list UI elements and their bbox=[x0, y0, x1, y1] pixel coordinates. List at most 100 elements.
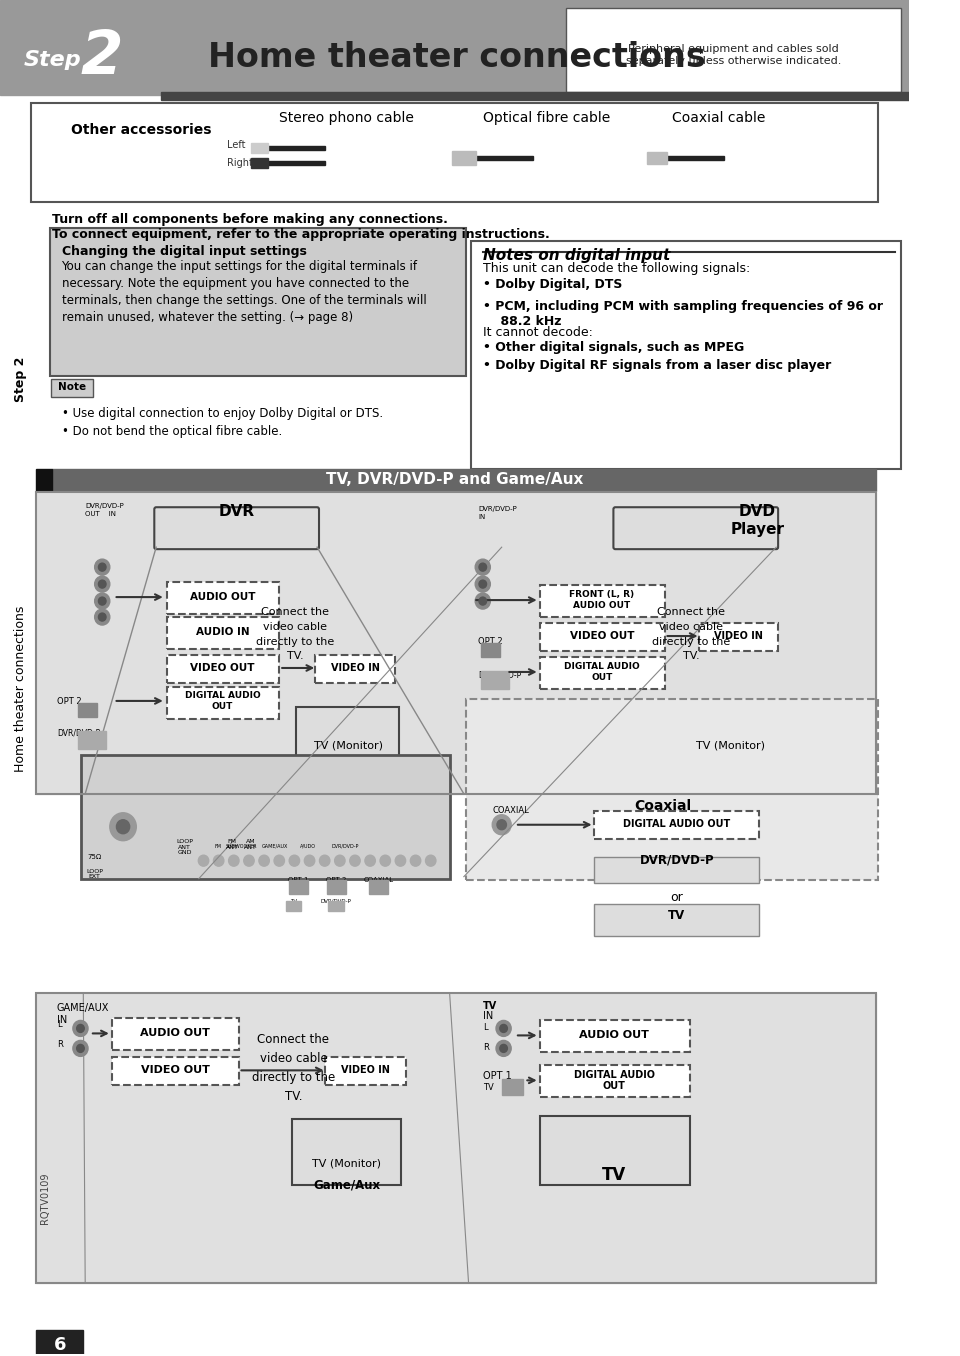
Text: VIDEO IN: VIDEO IN bbox=[330, 663, 379, 673]
Text: or: or bbox=[670, 891, 684, 903]
Circle shape bbox=[99, 597, 106, 605]
Bar bbox=[370, 880, 388, 894]
Text: IN: IN bbox=[478, 514, 486, 521]
Circle shape bbox=[99, 580, 106, 589]
Text: VIDEO OUT: VIDEO OUT bbox=[190, 663, 254, 673]
Text: This unit can decode the following signals:: This unit can decode the following signa… bbox=[483, 262, 750, 275]
Bar bbox=[326, 880, 346, 894]
Text: TV (Monitor): TV (Monitor) bbox=[696, 740, 765, 751]
Bar bbox=[0, 0, 909, 95]
Text: TV: TV bbox=[483, 1083, 493, 1093]
Text: LOOP
ANT
GND: LOOP ANT GND bbox=[176, 839, 193, 856]
Text: DVR/DVD-P: DVR/DVD-P bbox=[639, 854, 714, 866]
Text: IN: IN bbox=[483, 1012, 493, 1021]
Text: OPT 1: OPT 1 bbox=[288, 877, 308, 883]
Circle shape bbox=[95, 576, 109, 593]
FancyBboxPatch shape bbox=[324, 1058, 406, 1085]
Circle shape bbox=[228, 856, 239, 866]
Text: AM
ANT: AM ANT bbox=[245, 839, 257, 849]
Circle shape bbox=[274, 856, 284, 866]
Text: LOOP
EXT: LOOP EXT bbox=[86, 869, 103, 880]
Circle shape bbox=[77, 1044, 84, 1052]
Text: GAME/AUX
IN: GAME/AUX IN bbox=[57, 1003, 109, 1025]
Text: AUDIO OUT: AUDIO OUT bbox=[190, 593, 255, 602]
Text: DVR/DVD-P: DVR/DVD-P bbox=[478, 506, 516, 513]
FancyBboxPatch shape bbox=[540, 658, 664, 689]
Text: 2: 2 bbox=[81, 28, 123, 87]
Text: Stereo phono cable: Stereo phono cable bbox=[279, 111, 414, 125]
Bar bbox=[36, 994, 876, 1283]
Circle shape bbox=[95, 559, 109, 575]
Text: GAME/AUX: GAME/AUX bbox=[261, 843, 288, 849]
Text: DVR/DVD-P: DVR/DVD-P bbox=[57, 730, 100, 738]
Circle shape bbox=[475, 576, 491, 593]
Text: L: L bbox=[483, 1024, 488, 1032]
Text: DVR: DVR bbox=[219, 504, 254, 519]
FancyBboxPatch shape bbox=[82, 755, 449, 879]
Text: DIGITAL AUDIO
OUT: DIGITAL AUDIO OUT bbox=[184, 692, 260, 711]
Text: Connect the
video cable
directly to the
TV.: Connect the video cable directly to the … bbox=[652, 607, 731, 662]
FancyBboxPatch shape bbox=[594, 811, 759, 839]
Circle shape bbox=[349, 856, 360, 866]
Circle shape bbox=[213, 856, 224, 866]
Text: DIGITAL AUDIO OUT: DIGITAL AUDIO OUT bbox=[623, 819, 731, 829]
Text: You can change the input settings for the digital terminals if
necessary. Note t: You can change the input settings for th… bbox=[61, 259, 426, 324]
Text: Right: Right bbox=[228, 157, 253, 168]
Text: • Dolby Digital, DTS: • Dolby Digital, DTS bbox=[483, 278, 622, 290]
Text: R: R bbox=[57, 1040, 62, 1050]
Text: • PCM, including PCM with sampling frequencies of 96 or
    88.2 kHz: • PCM, including PCM with sampling frequ… bbox=[483, 300, 883, 328]
Bar bbox=[161, 92, 909, 100]
Text: A/UDO: A/UDO bbox=[300, 843, 316, 849]
Bar bbox=[36, 994, 876, 1283]
Circle shape bbox=[95, 609, 109, 625]
Text: COAXIAL: COAXIAL bbox=[364, 877, 394, 883]
Circle shape bbox=[335, 856, 345, 866]
FancyBboxPatch shape bbox=[594, 903, 759, 936]
Text: DVR/DVD-P: DVR/DVD-P bbox=[85, 503, 124, 510]
Text: FM
ANT: FM ANT bbox=[226, 839, 238, 849]
Text: Step: Step bbox=[24, 50, 82, 71]
Bar bbox=[286, 900, 301, 911]
Text: OPT 2: OPT 2 bbox=[478, 637, 503, 645]
FancyBboxPatch shape bbox=[315, 655, 395, 683]
Text: AUDIO IN: AUDIO IN bbox=[196, 626, 250, 637]
Circle shape bbox=[496, 1021, 511, 1036]
Text: SUBWOOFER: SUBWOOFER bbox=[226, 843, 257, 849]
Circle shape bbox=[244, 856, 254, 866]
Text: COAXIAL: COAXIAL bbox=[492, 805, 529, 815]
Circle shape bbox=[479, 580, 487, 589]
Bar bbox=[36, 1330, 84, 1353]
Circle shape bbox=[77, 1024, 84, 1032]
Circle shape bbox=[425, 856, 436, 866]
Bar bbox=[481, 643, 500, 658]
Circle shape bbox=[199, 856, 208, 866]
Text: TV: TV bbox=[483, 1002, 497, 1012]
Circle shape bbox=[500, 1044, 508, 1052]
FancyBboxPatch shape bbox=[680, 706, 782, 769]
Text: VIDEO OUT: VIDEO OUT bbox=[570, 631, 635, 641]
Text: Game/Aux: Game/Aux bbox=[313, 1178, 380, 1191]
Text: VIDEO IN: VIDEO IN bbox=[714, 631, 763, 641]
Text: OPT 2: OPT 2 bbox=[325, 877, 347, 883]
FancyBboxPatch shape bbox=[471, 240, 901, 469]
Bar bbox=[502, 1079, 522, 1096]
Circle shape bbox=[73, 1040, 88, 1056]
Text: It cannot decode:: It cannot decode: bbox=[483, 325, 592, 339]
Text: AUDIO OUT: AUDIO OUT bbox=[580, 1031, 649, 1040]
Circle shape bbox=[109, 812, 136, 841]
FancyBboxPatch shape bbox=[167, 687, 279, 719]
Bar bbox=[268, 146, 324, 149]
FancyBboxPatch shape bbox=[540, 584, 664, 617]
Circle shape bbox=[259, 856, 270, 866]
Text: FM: FM bbox=[214, 843, 221, 849]
Text: • Other digital signals, such as MPEG: • Other digital signals, such as MPEG bbox=[483, 342, 744, 354]
Circle shape bbox=[396, 856, 406, 866]
Circle shape bbox=[99, 613, 106, 621]
Text: Home theater connections: Home theater connections bbox=[14, 606, 27, 772]
Text: R: R bbox=[483, 1043, 489, 1052]
Circle shape bbox=[365, 856, 375, 866]
Bar bbox=[36, 469, 52, 491]
FancyBboxPatch shape bbox=[167, 582, 279, 614]
Circle shape bbox=[99, 563, 106, 571]
Text: DVR/DVD-P: DVR/DVD-P bbox=[478, 671, 521, 679]
